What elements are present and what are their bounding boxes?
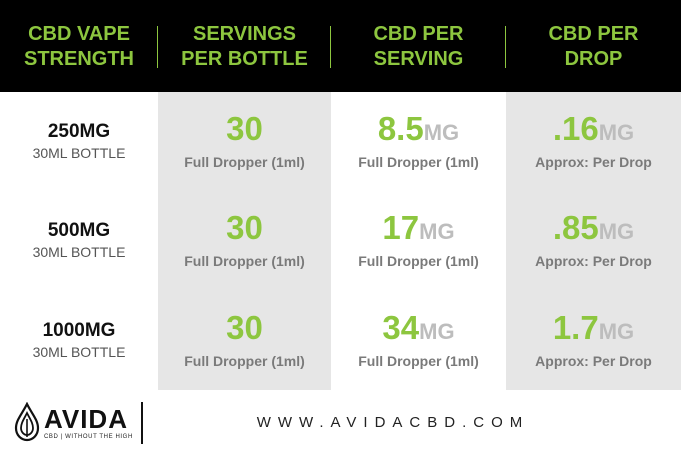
per-serving-sub: Full Dropper (1ml): [358, 153, 479, 170]
servings-value: 30: [226, 208, 263, 246]
header-cbd-per-drop: CBD PER DROP: [506, 0, 681, 92]
header-cbd-vape-strength: CBD VAPE STRENGTH: [0, 0, 158, 92]
website-url[interactable]: WWW.AVIDACBD.COM: [256, 414, 530, 431]
per-serving-unit: MG: [419, 318, 455, 344]
servings-sub: Full Dropper (1ml): [184, 352, 305, 369]
servings-cell: 30 Full Dropper (1ml): [158, 92, 331, 190]
per-drop-unit: MG: [598, 218, 635, 244]
footer: AVIDA CBD | WITHOUT THE HIGH WWW.AVIDACB…: [0, 390, 681, 454]
header-divider: [157, 26, 158, 68]
footer-divider: [141, 402, 143, 444]
bottle-size: 30ML BOTTLE: [32, 243, 126, 260]
per-drop-unit: MG: [598, 318, 635, 344]
header-label: SERVINGS PER BOTTLE: [181, 23, 308, 70]
per-serving-unit: MG: [423, 119, 460, 145]
per-serving-unit: MG: [419, 218, 455, 244]
header-label: CBD PER DROP: [548, 23, 639, 70]
per-drop-value: 1.7: [552, 308, 599, 346]
per-drop-unit: MG: [598, 119, 635, 145]
per-drop-sub: Approx: Per Drop: [535, 252, 652, 269]
servings-value: 30: [226, 308, 263, 346]
strength-cell: 250MG 30ML BOTTLE: [0, 92, 158, 190]
per-serving-cell: 8.5MG Full Dropper (1ml): [331, 92, 506, 190]
servings-sub: Full Dropper (1ml): [184, 153, 305, 170]
header-divider: [505, 26, 506, 68]
strength-cell: 500MG 30ML BOTTLE: [0, 190, 158, 290]
header-label: CBD PER SERVING: [373, 23, 464, 70]
table-row: 1000MG 30ML BOTTLE 30 Full Dropper (1ml)…: [0, 290, 681, 390]
per-drop-sub: Approx: Per Drop: [535, 153, 652, 170]
strength-cell: 1000MG 30ML BOTTLE: [0, 290, 158, 390]
strength-value: 500MG: [47, 219, 111, 241]
servings-value: 30: [226, 109, 263, 147]
header-divider: [330, 26, 331, 68]
per-drop-sub: Approx: Per Drop: [535, 352, 652, 369]
droplet-leaf-icon: [14, 402, 40, 442]
bottle-size: 30ML BOTTLE: [32, 343, 126, 360]
logo-tagline: CBD | WITHOUT THE HIGH: [44, 434, 133, 440]
servings-sub: Full Dropper (1ml): [184, 252, 305, 269]
bottle-size: 30ML BOTTLE: [32, 144, 126, 161]
per-drop-value: .85: [552, 208, 599, 246]
per-drop-cell: .16MG Approx: Per Drop: [506, 92, 681, 190]
logo-name: AVIDA: [44, 404, 128, 434]
header-label: CBD VAPE STRENGTH: [24, 23, 134, 70]
per-serving-cell: 17MG Full Dropper (1ml): [331, 190, 506, 290]
table-row: 250MG 30ML BOTTLE 30 Full Dropper (1ml) …: [0, 92, 681, 190]
header-cbd-per-serving: CBD PER SERVING: [331, 0, 506, 92]
table-header: CBD VAPE STRENGTH SERVINGS PER BOTTLE CB…: [0, 0, 681, 92]
strength-value: 1000MG: [42, 319, 116, 341]
table-row: 500MG 30ML BOTTLE 30 Full Dropper (1ml) …: [0, 190, 681, 290]
per-serving-sub: Full Dropper (1ml): [358, 352, 479, 369]
per-drop-cell: .85MG Approx: Per Drop: [506, 190, 681, 290]
servings-cell: 30 Full Dropper (1ml): [158, 190, 331, 290]
per-serving-cell: 34MG Full Dropper (1ml): [331, 290, 506, 390]
per-serving-value: 17: [382, 208, 420, 246]
per-serving-value: 34: [382, 308, 420, 346]
per-serving-value: 8.5: [377, 109, 424, 147]
avida-logo: AVIDA CBD | WITHOUT THE HIGH: [12, 400, 132, 444]
per-drop-value: .16: [552, 109, 599, 147]
per-drop-cell: 1.7MG Approx: Per Drop: [506, 290, 681, 390]
per-serving-sub: Full Dropper (1ml): [358, 252, 479, 269]
header-servings-per-bottle: SERVINGS PER BOTTLE: [158, 0, 331, 92]
servings-cell: 30 Full Dropper (1ml): [158, 290, 331, 390]
strength-value: 250MG: [47, 120, 111, 142]
